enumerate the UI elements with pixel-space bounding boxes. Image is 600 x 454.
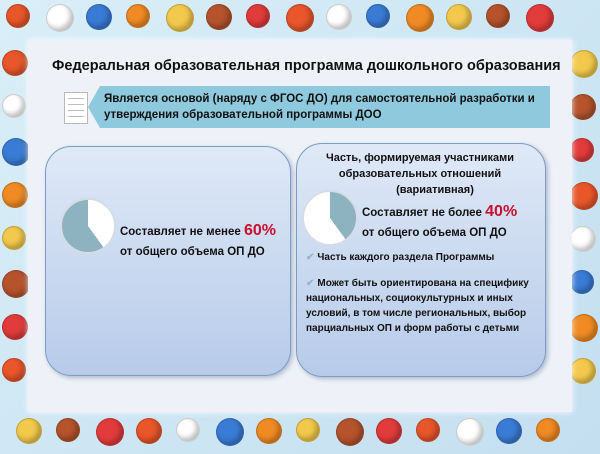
ball-icon — [246, 4, 270, 28]
item-text: Часть каждого раздела Программы — [317, 252, 495, 263]
ball-icon — [526, 4, 554, 32]
banner-arrow — [88, 86, 550, 128]
variable-heading: Часть, формируемая участниками образовате… — [300, 150, 540, 198]
banner-line: утверждения образовательной программы ДО… — [104, 109, 382, 121]
ball-icon — [326, 4, 352, 30]
variable-part-box — [296, 143, 546, 377]
ball-icon — [570, 226, 596, 252]
variable-text: Составляет не более 40% от общего объема … — [362, 202, 537, 243]
ball-icon — [216, 418, 244, 446]
ball-icon — [166, 4, 194, 32]
ball-icon — [2, 358, 26, 382]
heading-line: (вариативная) — [396, 184, 474, 196]
mandatory-part-box — [45, 146, 291, 376]
ball-icon — [286, 4, 314, 32]
ball-icon — [570, 138, 594, 162]
ball-icon — [446, 4, 472, 30]
ball-icon — [2, 270, 30, 298]
ball-icon — [366, 4, 390, 28]
text: от общего объема ОП ДО — [120, 246, 265, 258]
heading-line: Часть, формируемая участниками — [325, 152, 515, 164]
checkmark-icon: ✔ — [306, 278, 315, 289]
ball-icon — [336, 418, 364, 446]
item-text: Может быть ориентирована на специфику на… — [306, 278, 529, 334]
ball-icon — [376, 418, 402, 444]
ball-icon — [296, 418, 320, 442]
ball-icon — [126, 4, 150, 28]
text: Составляет не более — [362, 207, 486, 219]
banner-line: Является основой (наряду с ФГОС ДО) для … — [104, 93, 535, 105]
ball-icon — [2, 226, 26, 250]
ball-icon — [2, 138, 30, 166]
ball-icon — [2, 50, 28, 76]
ball-icon — [570, 314, 598, 342]
document-icon — [64, 92, 88, 124]
ball-icon — [536, 418, 560, 442]
text: от общего объема ОП ДО — [362, 227, 507, 239]
ball-icon — [456, 418, 484, 446]
ball-icon — [46, 4, 74, 32]
ball-icon — [2, 182, 28, 208]
mandatory-text: Составляет не менее 60% от общего объема … — [120, 221, 280, 262]
slide-title: Федеральная образовательная программа до… — [52, 58, 561, 74]
ball-icon — [2, 94, 26, 118]
percent: 40% — [485, 203, 518, 220]
ball-icon — [16, 418, 42, 444]
pie-chart-icon — [60, 198, 116, 254]
heading-line: образовательных отношений — [338, 168, 502, 180]
ball-icon — [496, 418, 522, 444]
ball-icon — [206, 4, 232, 30]
list-item: ✔ Часть каждого раздела Программы — [306, 250, 536, 265]
list-item: ✔ Может быть ориентирована на специфику н… — [306, 276, 536, 336]
text: Составляет не менее — [120, 226, 244, 238]
ball-icon — [570, 50, 598, 78]
ball-icon — [570, 182, 598, 210]
ball-icon — [136, 418, 162, 444]
ball-icon — [486, 4, 510, 28]
ball-icon — [2, 314, 28, 340]
ball-icon — [570, 270, 594, 294]
ball-icon — [406, 4, 434, 32]
pie-chart-icon — [302, 190, 358, 246]
ball-icon — [6, 4, 30, 28]
ball-icon — [416, 418, 440, 442]
ball-icon — [86, 4, 112, 30]
percent: 60% — [243, 222, 277, 239]
ball-icon — [570, 358, 596, 384]
ball-icon — [570, 94, 596, 120]
banner-text: Является основой (наряду с ФГОС ДО) для … — [104, 91, 544, 123]
ball-icon — [176, 418, 200, 442]
ball-icon — [256, 418, 282, 444]
ball-icon — [96, 418, 124, 446]
checkmark-icon: ✔ — [306, 252, 315, 263]
ball-icon — [56, 418, 80, 442]
